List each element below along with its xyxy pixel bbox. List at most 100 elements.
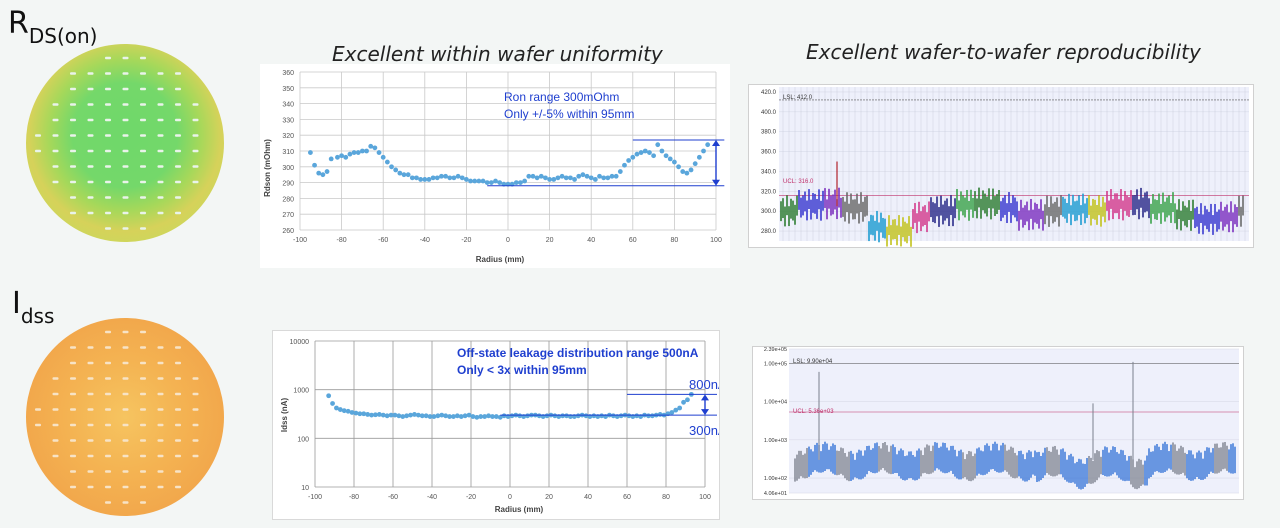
idss-data-point	[353, 410, 359, 416]
wafer-site-marker	[35, 149, 41, 153]
wafer-site-marker	[70, 149, 76, 153]
rdson-data-point	[696, 154, 702, 160]
wafer-site-marker	[105, 211, 111, 215]
wafer-site-marker	[192, 439, 199, 442]
rdson-data-point	[409, 175, 415, 181]
idss-upper-range-label: 800nA	[689, 377, 719, 392]
wafer-site-marker	[122, 485, 129, 489]
wafer-site-marker	[140, 165, 146, 168]
rdson-x-tick-label: 80	[671, 237, 679, 244]
idss-data-point	[384, 413, 390, 419]
wafer-site-marker	[52, 377, 59, 380]
idss-wafer-map	[26, 318, 224, 516]
wafer-site-marker	[70, 423, 76, 427]
idss-data-point	[681, 399, 686, 405]
rdson-data-point	[630, 154, 636, 160]
wafer-site-marker	[70, 346, 76, 349]
rdson-data-point	[530, 173, 536, 179]
wafer-site-marker	[157, 165, 164, 168]
wafer-site-marker	[175, 211, 181, 215]
rdson-data-point	[472, 178, 478, 184]
wafer-site-marker	[52, 439, 59, 442]
idss-data-point	[423, 413, 429, 419]
wafer-site-marker	[140, 377, 146, 380]
rdson-x-tick-label: 100	[710, 237, 722, 244]
heading-uniformity: Excellent within wafer uniformity	[332, 42, 663, 66]
wafer-site-marker	[175, 439, 181, 442]
rdson-data-point	[447, 175, 453, 181]
wafer-site-marker	[157, 346, 164, 349]
rdson-data-point	[360, 148, 365, 154]
wafer-site-marker	[70, 439, 76, 442]
rdson-symbol: RDS(on)	[8, 6, 97, 48]
wafer-site-marker	[122, 56, 129, 60]
rdson-data-point	[676, 164, 681, 170]
idss-data-point	[345, 408, 351, 414]
idss-data-point	[486, 413, 491, 419]
idss-data-point	[482, 414, 488, 419]
rdson-data-point	[638, 150, 644, 155]
wafer-site-marker	[157, 103, 164, 106]
wafer-site-marker	[87, 211, 94, 215]
wafer-site-marker	[70, 485, 76, 489]
wafer-site-marker	[175, 423, 181, 427]
wafer-site-marker	[122, 227, 129, 230]
rdson-data-point	[488, 180, 494, 185]
rdson-data-point	[688, 167, 694, 173]
rdson-data-point	[563, 175, 569, 181]
rdson-data-point	[443, 173, 448, 179]
wafer-site-marker	[105, 470, 111, 473]
rdson-data-point	[464, 177, 469, 182]
wafer-site-marker	[70, 72, 76, 75]
wafer-site-marker	[122, 103, 129, 106]
wafer-site-marker	[122, 470, 129, 473]
rdson-data-point	[418, 177, 424, 182]
wafer-site-marker	[87, 72, 94, 75]
wafer-site-marker	[140, 454, 146, 458]
wafer-site-marker	[140, 103, 146, 106]
idss-data-point	[349, 410, 355, 415]
rdson-trend-y-tick-label: 400.0	[761, 110, 777, 116]
idss-data-point	[458, 414, 464, 419]
rdson-y-axis-label: Rdson (mOhm)	[263, 139, 272, 197]
idss-data-point	[412, 412, 417, 417]
idss-data-point	[466, 412, 472, 418]
rdson-data-point	[622, 162, 627, 168]
idss-trend-ucl-label: UCL: 5.36e+03	[793, 409, 834, 415]
rdson-data-point	[389, 164, 394, 170]
idss-data-point	[392, 412, 398, 418]
rdson-data-point	[364, 148, 369, 154]
rdson-x-axis-label: Radius (mm)	[476, 255, 525, 264]
wafer-site-marker	[140, 180, 146, 184]
idss-data-point	[443, 413, 449, 419]
rdson-data-point	[497, 180, 503, 185]
rdson-data-point	[397, 170, 403, 176]
wafer-site-marker	[87, 408, 94, 411]
wafer-site-marker	[122, 392, 129, 396]
wafer-site-marker	[87, 165, 94, 168]
wafer-site-marker	[87, 392, 94, 396]
wafer-site-marker	[105, 165, 111, 168]
wafer-site-marker	[192, 454, 199, 458]
wafer-site-marker	[175, 149, 181, 153]
wafer-site-marker	[105, 87, 111, 91]
wafer-site-marker	[175, 134, 181, 137]
rdson-data-point	[592, 177, 598, 182]
heading-reproducibility: Excellent wafer-to-wafer reproducibility	[806, 40, 1201, 64]
wafer-site-marker	[105, 149, 111, 153]
wafer-site-marker	[192, 165, 199, 168]
wafer-site-marker	[122, 501, 129, 504]
wafer-site-marker	[87, 149, 94, 153]
rdson-x-tick-label: 20	[546, 237, 554, 244]
wafer-site-marker	[157, 180, 164, 184]
idss-annotation-line1: Off-state leakage distribution range 500…	[457, 346, 699, 360]
wafer-site-marker	[192, 180, 199, 184]
wafer-site-marker	[87, 87, 94, 91]
wafer-site-marker	[157, 439, 164, 442]
wafer-site-marker	[140, 134, 146, 137]
rdson-data-point	[667, 156, 673, 162]
wafer-site-marker	[157, 454, 164, 458]
rdson-data-point	[355, 150, 361, 155]
wafer-site-marker	[52, 454, 59, 458]
rdson-data-point	[568, 175, 573, 181]
